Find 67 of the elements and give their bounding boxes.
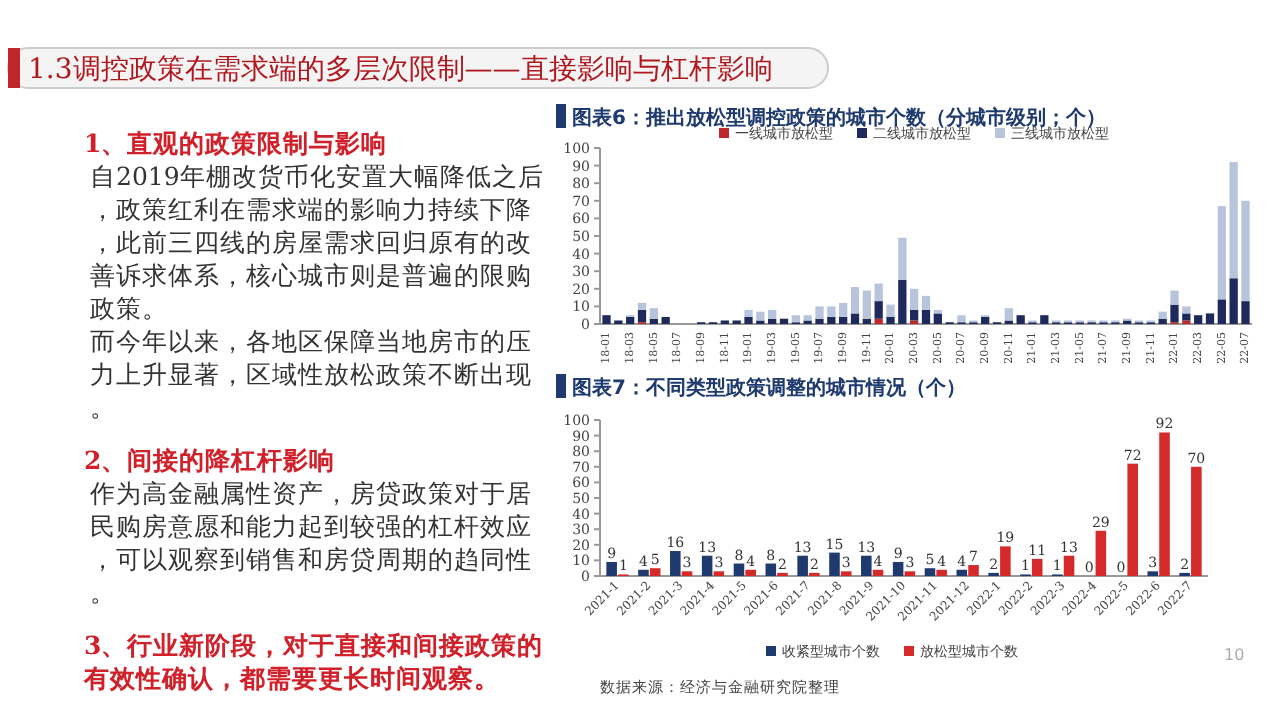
bar [936,569,947,576]
bar [606,561,617,576]
text: 作为高金融属性资产，房贷政策对于居民购房意愿和能力起到较强的杠杆效应，可以观察到销售和房贷周期的趋同性。 [88,478,532,607]
bar [898,237,907,280]
bar [768,309,777,319]
bar [933,313,942,324]
bar [779,318,789,324]
bar [924,568,936,576]
text: 而今年以来，各地区保障当地房市的压力上升显著，区域性放松政策不断出现。 [90,326,532,422]
bar [886,304,895,317]
bar [1063,555,1075,576]
text: 1.3调控政策在需求端的多层次限制——直接影响与杠杆影响 [28,54,773,86]
bar [910,309,919,321]
bar [921,295,931,310]
bar [791,315,800,323]
bar [981,316,990,324]
bar [839,302,848,317]
bar [661,316,670,324]
text: 1、直观的政策限制与影响 [84,128,388,158]
bar [839,316,848,324]
bar [670,551,681,576]
bar [638,569,649,576]
bar [874,283,883,302]
bar [850,313,860,324]
text: 自2019年棚改货币化安置大幅降低之后，政策红利在需求端的影响力持续下降，此前三四线的房屋需求回归原有的改善诉求体系，核心城市则是普遍的限购政策。 [90,161,544,323]
bar [701,555,713,576]
text: 2、间接的降杠杆影响 [84,445,336,475]
bar [745,569,756,576]
bar [637,302,647,310]
bar [1205,313,1215,324]
bar [1000,546,1011,576]
bar [968,565,979,576]
text: 3、行业新阶段，对于直接和间接政策的有效性确认，都需要更长时间观察。 [82,630,544,693]
bar [797,555,808,576]
bar [1095,530,1107,576]
bar [1182,306,1191,314]
bar [862,318,871,324]
bar [733,563,745,576]
bar [649,318,658,324]
bar [956,569,968,576]
text: 10 [1224,646,1245,664]
bar [1191,466,1202,576]
bar [861,555,872,576]
bar [1158,311,1167,319]
bar [892,561,904,576]
bar [765,563,777,576]
bar [649,568,661,576]
bar [1170,290,1179,305]
bar [768,318,777,324]
bar [649,308,658,319]
bar [1127,463,1138,576]
bar [637,309,647,323]
bar [874,318,883,324]
bar [829,552,840,576]
bar [1031,558,1043,576]
bar [872,569,884,576]
bar [626,316,635,324]
bar [1217,206,1226,300]
bar [862,290,871,319]
bar [850,287,860,314]
bar [910,288,919,310]
chart-title: 图表7：不同类型政策调整的城市情况（个） [572,376,966,400]
bar [1159,432,1170,576]
bar [1217,299,1226,324]
bar [921,309,931,324]
bar [1194,315,1203,324]
bar [1004,308,1013,321]
